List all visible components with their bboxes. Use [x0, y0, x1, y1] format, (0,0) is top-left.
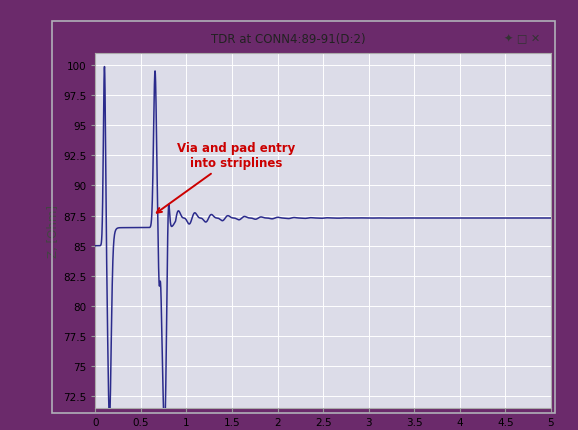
Text: Via and pad entry
into striplines: Via and pad entry into striplines — [157, 142, 296, 213]
Text: TDR at CONN4:89-91(D:2): TDR at CONN4:89-91(D:2) — [211, 33, 366, 46]
Text: ✦ □ ✕: ✦ □ ✕ — [504, 34, 540, 44]
Y-axis label: Z, [Ohm]: Z, [Ohm] — [47, 205, 60, 258]
